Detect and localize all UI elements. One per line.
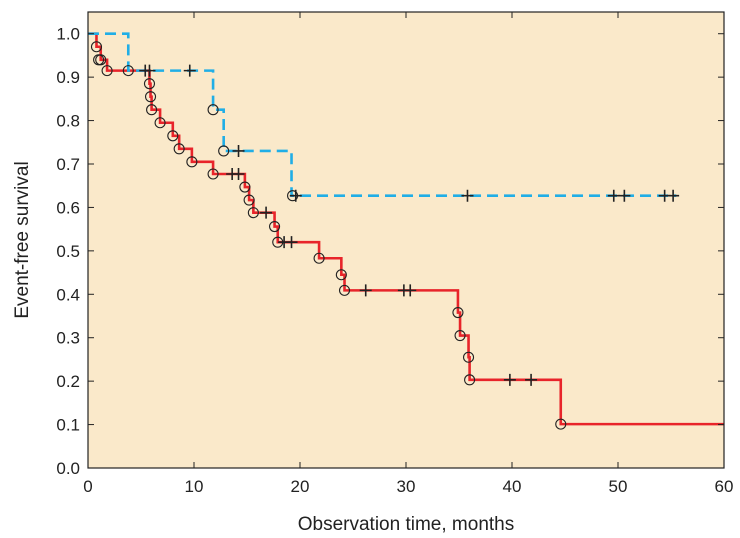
series-1-markers xyxy=(90,41,567,430)
censor-marker xyxy=(404,284,417,297)
y-tick-label: 0.4 xyxy=(56,285,80,304)
series-2-markers xyxy=(93,54,680,202)
y-tick-label: 0.7 xyxy=(56,155,80,174)
event-marker xyxy=(146,104,158,116)
x-axis-label: Observation time, months xyxy=(298,514,514,535)
y-tick-label: 0.8 xyxy=(56,112,80,131)
censor-marker xyxy=(183,64,196,77)
event-marker xyxy=(154,117,166,129)
x-tick-label: 10 xyxy=(185,477,204,496)
y-axis-label: Event-free survival xyxy=(12,161,33,318)
x-tick-label: 0 xyxy=(83,477,92,496)
series-1 xyxy=(88,32,724,426)
event-marker xyxy=(269,220,281,233)
x-tick-label: 50 xyxy=(609,477,628,496)
y-tick-label: 1.0 xyxy=(56,25,80,44)
censor-marker xyxy=(289,189,302,202)
event-marker xyxy=(313,252,325,264)
y-tick-label: 0.3 xyxy=(56,329,80,348)
event-marker xyxy=(143,78,156,90)
y-tick-label: 0.1 xyxy=(56,416,80,435)
censor-marker xyxy=(232,167,245,180)
event-marker xyxy=(338,284,351,296)
event-marker xyxy=(90,41,103,53)
event-marker xyxy=(167,130,179,142)
censor-marker xyxy=(607,189,620,202)
event-marker xyxy=(462,351,475,363)
axis-layer: 0 10 20 30 40 50 60 0.0 0.1 0.2 0.3 0.4 0.5 0.6 0.7 0.8… xyxy=(56,12,733,496)
censor-marker xyxy=(525,373,538,386)
event-marker xyxy=(218,145,230,157)
event-marker xyxy=(144,91,157,103)
series-layer xyxy=(88,32,724,430)
censor-marker xyxy=(232,144,245,157)
y-tick-label: 0.2 xyxy=(56,372,80,391)
y-tick-label: 0.9 xyxy=(56,68,80,87)
event-marker xyxy=(247,207,259,219)
x-tick-label: 20 xyxy=(291,477,310,496)
y-tick-label: 0.5 xyxy=(56,242,80,261)
y-tick-label: 0.0 xyxy=(56,459,80,478)
event-marker xyxy=(207,168,219,180)
event-marker xyxy=(464,374,476,386)
event-marker xyxy=(122,65,134,77)
event-marker xyxy=(186,156,198,168)
event-marker xyxy=(452,306,464,319)
event-marker xyxy=(93,54,105,66)
censor-marker xyxy=(618,189,631,202)
censor-marker xyxy=(285,236,298,249)
x-tick-label: 40 xyxy=(503,477,522,496)
censor-marker xyxy=(359,284,372,297)
event-marker xyxy=(555,418,567,430)
censor-marker xyxy=(667,189,680,202)
y-tick-label: 0.6 xyxy=(56,198,80,217)
event-marker xyxy=(101,65,113,77)
x-tick-label: 60 xyxy=(715,477,734,496)
event-marker xyxy=(335,269,347,281)
survival-line-1 xyxy=(88,32,724,426)
plot-background xyxy=(88,12,724,468)
censor-marker xyxy=(503,373,516,386)
censor-marker xyxy=(461,189,474,202)
x-tick-label: 30 xyxy=(397,477,416,496)
event-marker xyxy=(239,181,251,193)
censor-marker xyxy=(260,206,273,219)
event-marker xyxy=(207,104,219,116)
event-marker xyxy=(173,143,185,155)
censor-marker xyxy=(143,64,156,77)
event-marker xyxy=(243,194,255,206)
event-marker xyxy=(454,329,466,342)
